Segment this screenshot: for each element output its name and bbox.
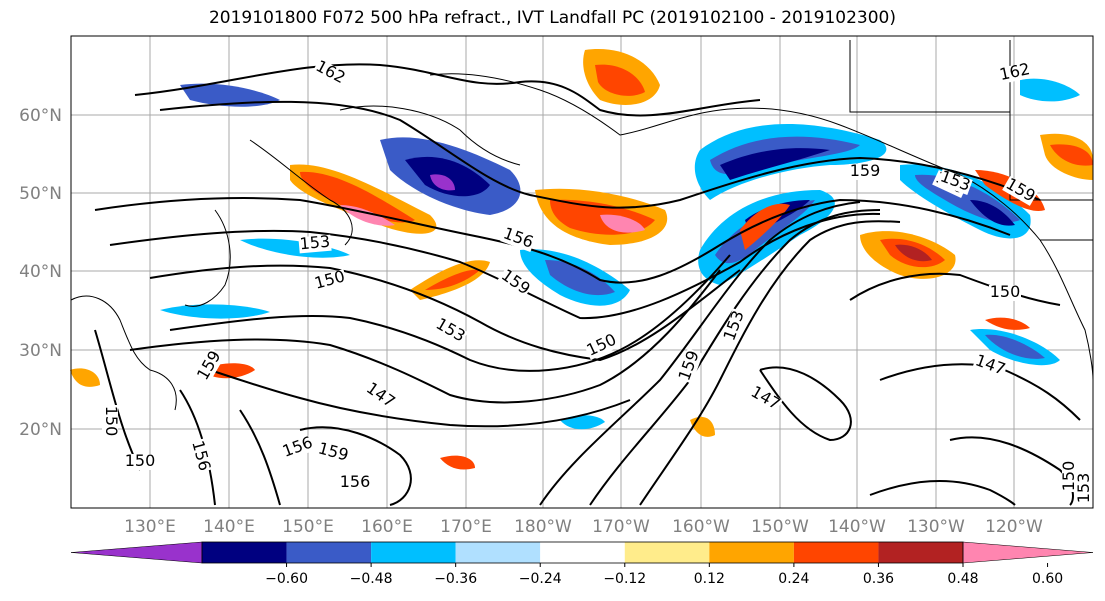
lon-label: 150°W <box>751 517 809 537</box>
contour-label-bg <box>747 384 783 414</box>
colorbar-tick-label: −0.12 <box>603 571 646 587</box>
lon-label: 140°E <box>203 517 255 537</box>
lat-label: 20°N <box>19 420 62 440</box>
lon-label: 120°W <box>985 517 1043 537</box>
lon-label: 130°W <box>907 517 965 537</box>
contour-label: 153 <box>1074 473 1093 504</box>
colorbar-tick-label: 0.24 <box>778 571 809 587</box>
colorbar-segment <box>202 542 287 563</box>
contour-label: 150 <box>125 451 156 470</box>
contour-label-bg <box>972 353 1008 379</box>
contour-label-bg <box>500 226 536 252</box>
colorbar-tick-label: 0.48 <box>947 571 978 587</box>
colorbar-segment <box>793 542 879 563</box>
contour-label-bg <box>1062 460 1078 492</box>
contour-label: 150 <box>990 282 1021 301</box>
colorbar-tick-label: −0.60 <box>265 571 308 587</box>
lat-label: 50°N <box>19 184 62 204</box>
contour-label-bg <box>584 331 620 361</box>
map-frame <box>70 35 1094 509</box>
colorbar-tick-label: −0.24 <box>519 571 562 587</box>
colorbar-segment <box>371 542 456 563</box>
contour-label-bg <box>188 438 212 474</box>
colorbar-ticks: −0.60 −0.48 −0.36 −0.24 −0.12 0.12 0.24 0.36 0.4… <box>265 563 1063 587</box>
map-title: 2019101800 F072 500 hPa refract., IVT La… <box>208 8 896 28</box>
contour-label-bg <box>497 267 533 299</box>
contour-label-bg <box>315 441 351 465</box>
lon-label: 150°E <box>282 517 334 537</box>
lon-label: 130°E <box>124 517 176 537</box>
contour-label: 150 <box>1059 461 1078 492</box>
contour-label-bg <box>312 269 348 293</box>
lon-label: 160°W <box>672 517 730 537</box>
contour-label: 159 <box>850 161 881 180</box>
contour-label-bg <box>989 285 1021 301</box>
contour-label-bg <box>1077 472 1093 504</box>
contour-label-bg <box>312 58 348 88</box>
colorbar-segment <box>455 542 541 563</box>
contour-label: 156 <box>340 472 371 491</box>
lon-label: 160°E <box>361 517 413 537</box>
colorbar <box>70 541 1094 564</box>
latitude-labels: 60°N 50°N 40°N 30°N 20°N <box>19 106 62 440</box>
contour-label-bg <box>280 435 316 461</box>
colorbar-segment <box>286 542 372 563</box>
lat-label: 60°N <box>19 106 62 126</box>
colorbar-outline <box>201 541 964 564</box>
colorbar-min-extend <box>70 541 203 564</box>
contour-label-bg <box>339 475 371 491</box>
contour-label-bg <box>195 348 225 384</box>
lat-label: 30°N <box>19 341 62 361</box>
colorbar-tick-label: −0.48 <box>350 571 393 587</box>
contour-label-bg <box>102 405 118 437</box>
contour-label: 153 <box>299 232 331 254</box>
colorbar-segment <box>878 542 963 563</box>
colorbar-tick-label: 0.36 <box>863 571 894 587</box>
lon-label: 180°W <box>514 517 572 537</box>
lon-label: 140°W <box>828 517 886 537</box>
colorbar-tick-label: −0.36 <box>434 571 477 587</box>
contour-label-bg <box>849 164 881 180</box>
contour-label-bg <box>677 348 703 384</box>
lon-label: 170°W <box>592 517 650 537</box>
lat-label: 40°N <box>19 262 62 282</box>
colorbar-max-extend <box>962 541 1094 564</box>
contour-label-bg <box>298 234 332 254</box>
contour-label-bg <box>124 454 156 470</box>
colorbar-tick-label: 0.12 <box>694 571 725 587</box>
contour-label: 150 <box>102 406 121 437</box>
colorbar-segment <box>709 542 794 563</box>
contour-label-bg <box>937 169 973 195</box>
contour-label-bg <box>722 308 748 344</box>
colorbar-segment <box>540 542 625 563</box>
colorbar-segment <box>624 542 710 563</box>
colorbar-tick-label: 0.60 <box>1032 571 1063 587</box>
lon-label: 170°E <box>440 517 492 537</box>
refractivity-shading <box>70 49 1093 470</box>
contour-label-bg <box>362 380 398 412</box>
longitude-labels: 130°E 140°E 150°E 160°E 170°E 180°W 170°W 160°W… <box>124 517 1043 537</box>
contour-label-bg <box>997 61 1033 85</box>
contour-label-bg <box>432 316 468 346</box>
contour-label-bg <box>1002 176 1038 206</box>
